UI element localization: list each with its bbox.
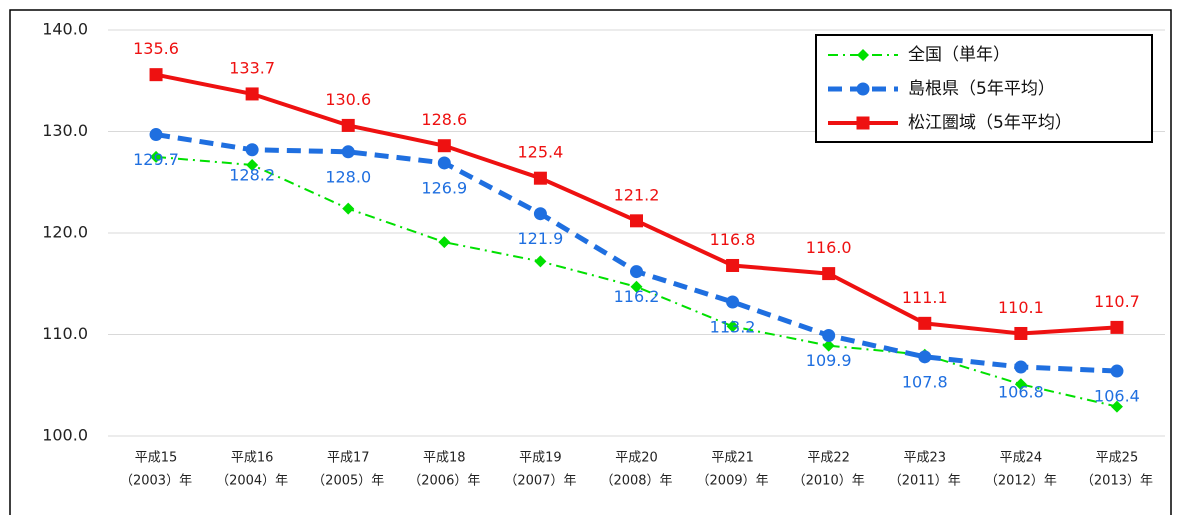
x-tick-label: 平成16 <box>231 451 274 466</box>
data-label: 121.9 <box>518 229 564 248</box>
x-tick-label: 平成17 <box>327 451 370 466</box>
x-tick-label: 平成20 <box>615 451 658 466</box>
x-tick-label: （2006）年 <box>408 474 480 489</box>
x-tick-label: （2003）年 <box>120 474 192 489</box>
point <box>822 329 836 343</box>
x-tick-label: 平成23 <box>903 451 946 466</box>
data-label: 106.8 <box>998 382 1044 401</box>
x-tick-label: （2008）年 <box>600 474 672 489</box>
legend-marker <box>856 116 870 130</box>
point <box>630 280 643 293</box>
point <box>341 145 355 159</box>
point <box>918 316 932 330</box>
point <box>437 139 451 153</box>
y-tick-label: 140.0 <box>42 20 88 39</box>
x-tick-label: 平成19 <box>519 451 562 466</box>
point <box>726 320 739 333</box>
x-tick-label: 平成21 <box>711 451 754 466</box>
point <box>533 207 547 221</box>
data-label: 116.2 <box>614 287 660 306</box>
data-label: 128.6 <box>421 110 467 129</box>
data-label: 111.1 <box>902 288 948 307</box>
point <box>437 156 451 170</box>
legend-marker <box>856 82 870 96</box>
legend-label: 全国（単年） <box>908 45 1010 65</box>
legend-label: 島根県（5年平均） <box>908 79 1055 99</box>
point <box>630 214 643 228</box>
data-label: 110.7 <box>1094 292 1140 311</box>
point <box>245 143 259 157</box>
point <box>822 267 836 281</box>
point <box>726 295 740 309</box>
point <box>341 118 355 132</box>
point <box>1014 326 1028 340</box>
x-tick-label: （2009）年 <box>697 474 769 489</box>
data-label: 130.6 <box>325 90 371 109</box>
data-label: 109.9 <box>806 351 852 370</box>
point <box>1110 364 1124 378</box>
point <box>1110 320 1124 334</box>
data-label: 106.4 <box>1094 387 1140 406</box>
x-tick-label: 平成25 <box>1096 451 1139 466</box>
x-tick-label: （2011）年 <box>889 474 961 489</box>
point <box>630 265 643 279</box>
chart-border <box>9 9 1172 515</box>
x-tick-label: （2005）年 <box>312 474 384 489</box>
point <box>1110 400 1123 413</box>
data-label: 135.6 <box>133 39 179 58</box>
data-label: 121.2 <box>614 185 660 204</box>
data-label: 125.4 <box>518 143 564 162</box>
point <box>246 158 259 171</box>
point <box>726 258 740 272</box>
point <box>534 255 547 268</box>
x-tick-label: 平成15 <box>135 451 178 466</box>
data-label: 128.0 <box>325 167 371 186</box>
point <box>918 350 932 364</box>
data-label: 116.8 <box>710 230 756 249</box>
point <box>533 171 547 185</box>
data-label: 110.1 <box>998 298 1044 317</box>
x-tick-label: （2010）年 <box>793 474 865 489</box>
legend-label: 松江圏域（5年平均） <box>908 113 1072 133</box>
point <box>1014 360 1028 374</box>
y-tick-label: 120.0 <box>42 223 88 242</box>
point <box>245 87 259 101</box>
x-tick-label: （2013）年 <box>1081 474 1153 489</box>
x-tick-label: 平成24 <box>1000 451 1043 466</box>
data-label: 128.2 <box>229 165 275 184</box>
data-label: 113.2 <box>710 318 756 337</box>
data-label: 129.7 <box>133 150 179 169</box>
y-tick-label: 130.0 <box>42 121 88 140</box>
point <box>822 339 835 352</box>
x-tick-label: （2007）年 <box>504 474 576 489</box>
point <box>438 236 451 249</box>
point <box>1014 378 1027 391</box>
data-label: 116.0 <box>806 238 852 257</box>
point <box>149 128 163 142</box>
data-label: 133.7 <box>229 58 275 77</box>
x-tick-label: （2004）年 <box>216 474 288 489</box>
x-tick-label: 平成18 <box>423 451 466 466</box>
legend-marker <box>857 49 869 61</box>
x-tick-label: 平成22 <box>807 451 850 466</box>
point <box>149 68 163 82</box>
point <box>150 150 163 163</box>
series-line <box>155 132 1118 374</box>
x-tick-label: （2012）年 <box>985 474 1057 489</box>
point <box>342 202 355 215</box>
y-tick-label: 110.0 <box>42 324 88 343</box>
y-tick-label: 100.0 <box>42 426 88 445</box>
legend: 全国（単年） 島根県（5年平均） 松江圏域（5年平均） <box>815 34 1153 143</box>
data-label: 107.8 <box>902 372 948 391</box>
data-label: 126.9 <box>421 178 467 197</box>
